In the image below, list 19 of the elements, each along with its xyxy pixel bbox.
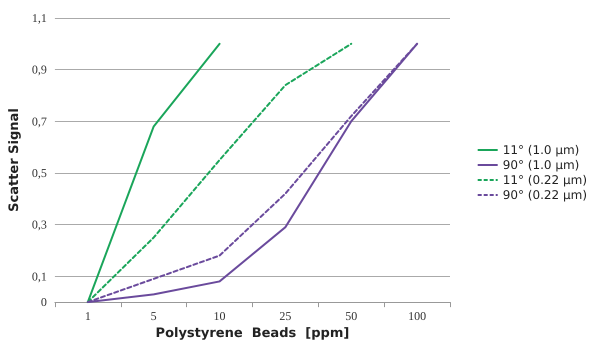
x-tick-label: 25 — [279, 309, 292, 324]
y-tick-label: 0,1 — [32, 269, 47, 284]
x-axis-title: Polystyrene Beads [ppm] — [156, 326, 350, 341]
y-tick-label: 0,5 — [32, 166, 47, 180]
y-tick-label: 0,3 — [32, 218, 47, 232]
x-tick-label: 100 — [408, 309, 426, 324]
x-tick-label: 50 — [345, 309, 358, 324]
y-tick-label: 0 — [40, 295, 47, 310]
legend-label: 90° (1.0 µm) — [502, 158, 580, 172]
x-tick-label: 1 — [84, 309, 91, 324]
y-tick-label: 1,1 — [32, 11, 47, 25]
legend-label: 90° (0.22 µm) — [502, 188, 588, 202]
x-tick-label: 5 — [150, 309, 157, 324]
y-axis-title: Scatter Signal — [7, 108, 22, 212]
x-tick-label: 10 — [214, 309, 226, 324]
legend-label: 11° (0.22 µm) — [502, 173, 588, 187]
y-tick-label: 0,9 — [32, 62, 47, 77]
legend-label: 11° (1.0 µm) — [502, 143, 580, 157]
y-tick-label: 0,7 — [32, 114, 47, 128]
